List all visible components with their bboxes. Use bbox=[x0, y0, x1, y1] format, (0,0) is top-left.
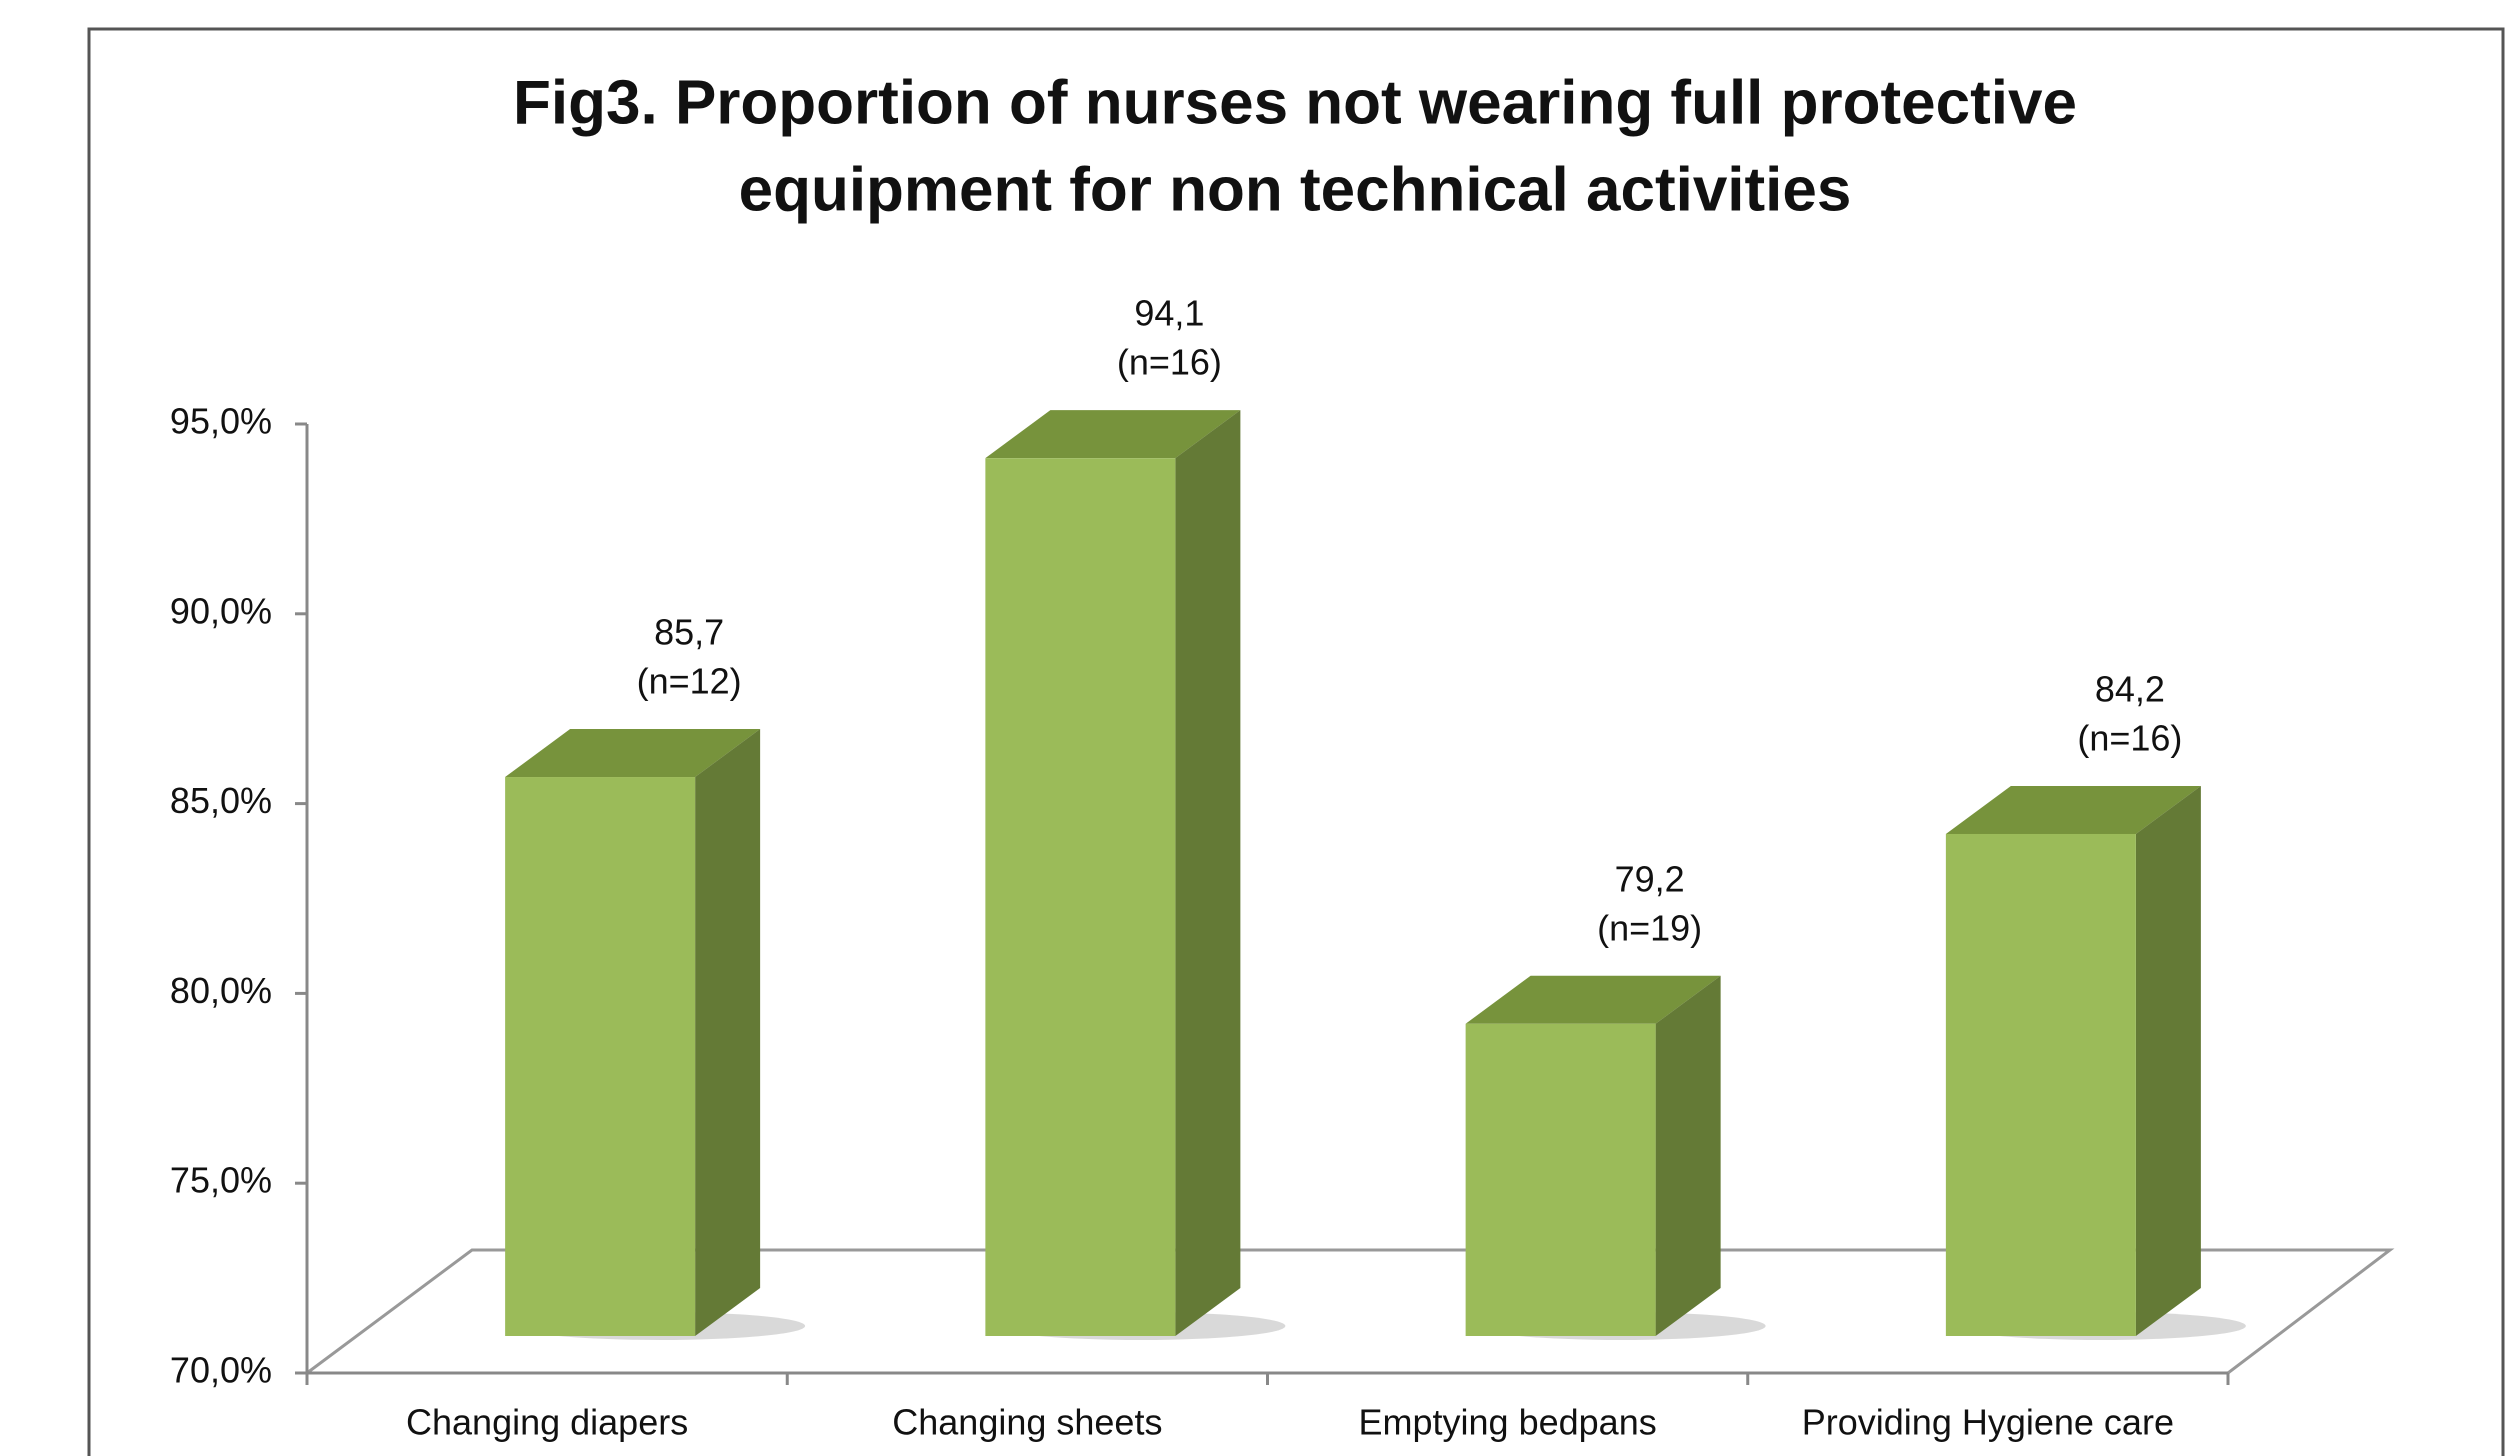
data-label: 79,2 bbox=[1615, 858, 1685, 899]
x-tick-label: Changing sheets bbox=[892, 1402, 1162, 1443]
y-tick-label: 80,0% bbox=[170, 970, 272, 1011]
bar-top bbox=[505, 729, 761, 778]
bar-side bbox=[1655, 975, 1721, 1336]
bar-side bbox=[1175, 410, 1241, 1336]
bar bbox=[505, 777, 696, 1336]
y-tick-label: 95,0% bbox=[170, 401, 272, 442]
data-annotation: (n=16) bbox=[2077, 717, 2182, 758]
y-tick-label: 85,0% bbox=[170, 780, 272, 821]
bar bbox=[1945, 833, 2136, 1336]
bar-side bbox=[695, 729, 761, 1336]
y-tick-label: 90,0% bbox=[170, 590, 272, 631]
x-tick-label: Changing diapers bbox=[406, 1402, 688, 1443]
bar bbox=[1465, 1023, 1656, 1336]
data-label: 94,1 bbox=[1134, 293, 1204, 334]
bar-top bbox=[985, 410, 1241, 459]
bar bbox=[985, 458, 1176, 1336]
data-label: 84,2 bbox=[2095, 668, 2165, 709]
x-tick-label: Emptying bedpans bbox=[1359, 1402, 1657, 1443]
data-annotation: (n=16) bbox=[1117, 342, 1222, 383]
chart-title: Fig3. Proportion of nurses not wearing f… bbox=[513, 68, 2077, 137]
bar-side bbox=[2135, 785, 2201, 1336]
y-tick-label: 75,0% bbox=[170, 1160, 272, 1201]
x-tick-label: Providing Hygiene care bbox=[1802, 1402, 2174, 1443]
data-annotation: (n=19) bbox=[1597, 907, 1702, 948]
chart-title: equipment for non technical activities bbox=[739, 155, 1852, 224]
data-label: 85,7 bbox=[654, 612, 724, 653]
bar-top bbox=[1945, 785, 2201, 834]
bar-top bbox=[1465, 975, 1721, 1024]
y-tick-label: 70,0% bbox=[170, 1350, 272, 1391]
data-annotation: (n=12) bbox=[637, 661, 742, 702]
